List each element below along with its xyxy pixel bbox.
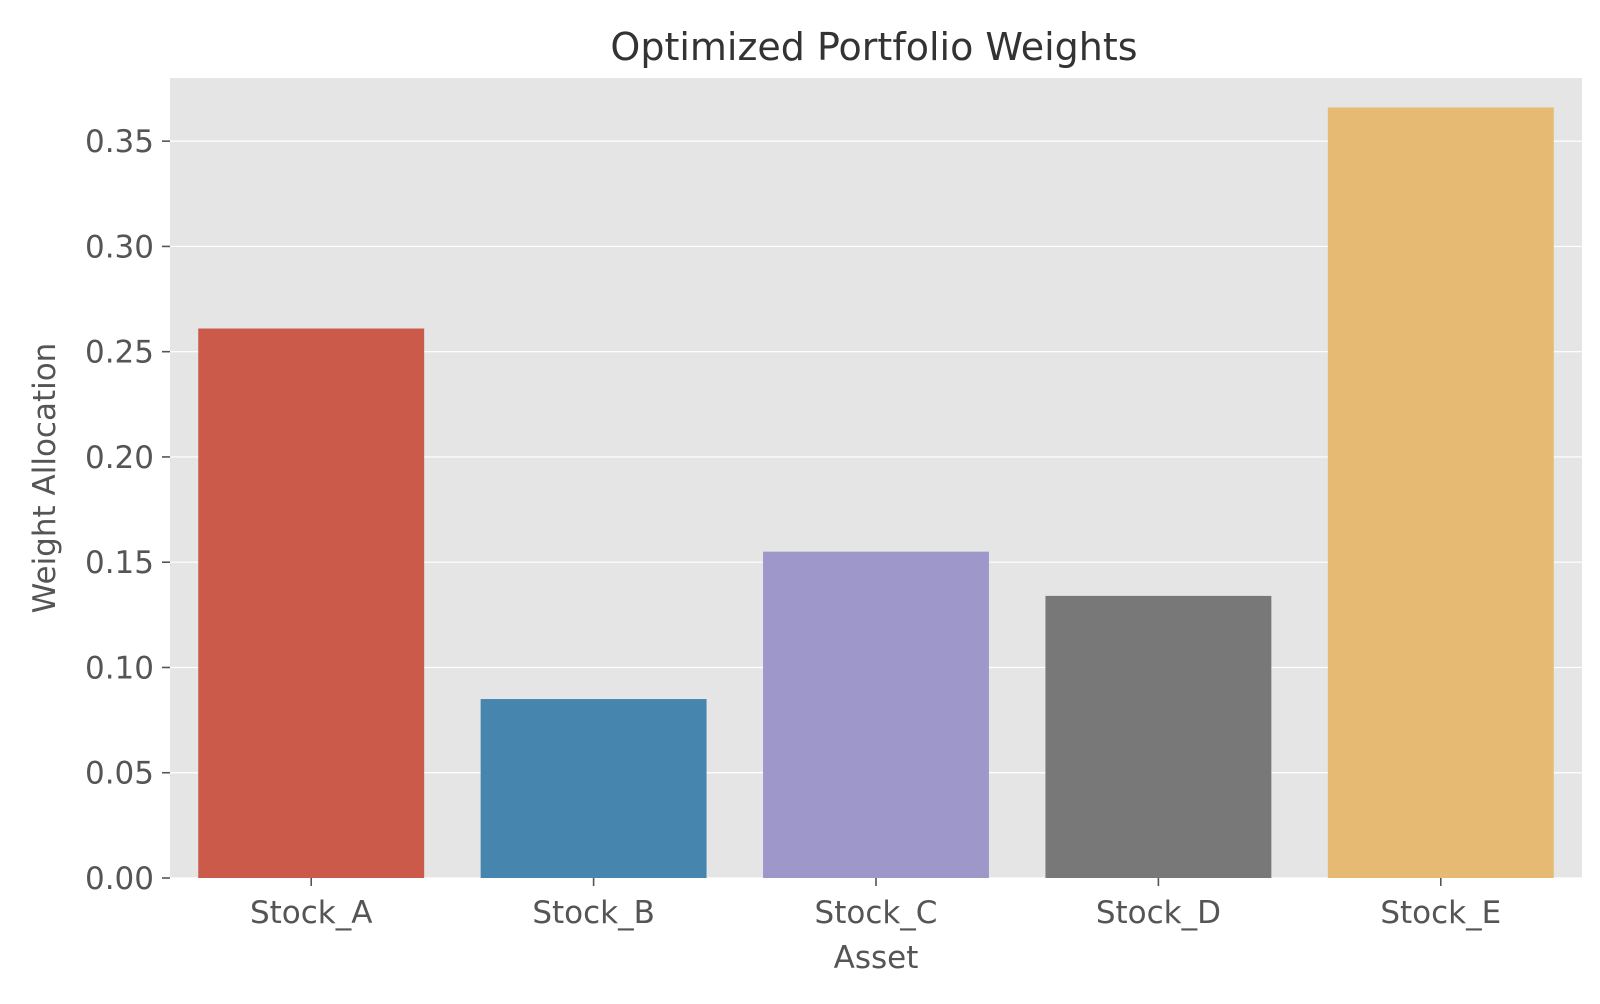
y-tick-label: 0.25 xyxy=(85,335,154,371)
y-tick-label: 0.00 xyxy=(85,861,154,897)
bars xyxy=(198,107,1554,878)
x-axis-label: Asset xyxy=(834,940,919,976)
y-tick-label: 0.15 xyxy=(85,545,154,581)
bar-stock-d xyxy=(1045,595,1272,878)
y-tick-label: 0.35 xyxy=(85,124,154,160)
bar-stock-e xyxy=(1327,107,1554,878)
chart-title: Optimized Portfolio Weights xyxy=(610,25,1137,69)
x-tick-label: Stock_B xyxy=(532,895,655,931)
y-axis-label: Weight Allocation xyxy=(27,343,63,614)
y-axis: 0.00 0.05 0.10 0.15 0.20 0.25 0.30 0.35 xyxy=(85,124,170,897)
x-tick-label: Stock_D xyxy=(1096,895,1221,931)
y-tick-label: 0.05 xyxy=(85,756,154,792)
x-tick-label: Stock_E xyxy=(1380,895,1501,931)
x-tick-label: Stock_A xyxy=(250,895,373,931)
y-tick-label: 0.10 xyxy=(85,650,154,686)
x-tick-label: Stock_C xyxy=(815,895,938,931)
y-tick-label: 0.30 xyxy=(85,229,154,265)
x-axis: Stock_A Stock_B Stock_C Stock_D Stock_E xyxy=(250,878,1501,931)
y-tick-label: 0.20 xyxy=(85,440,154,476)
bar-stock-b xyxy=(480,699,707,878)
bar-stock-c xyxy=(763,551,989,878)
bar-stock-a xyxy=(198,328,425,878)
